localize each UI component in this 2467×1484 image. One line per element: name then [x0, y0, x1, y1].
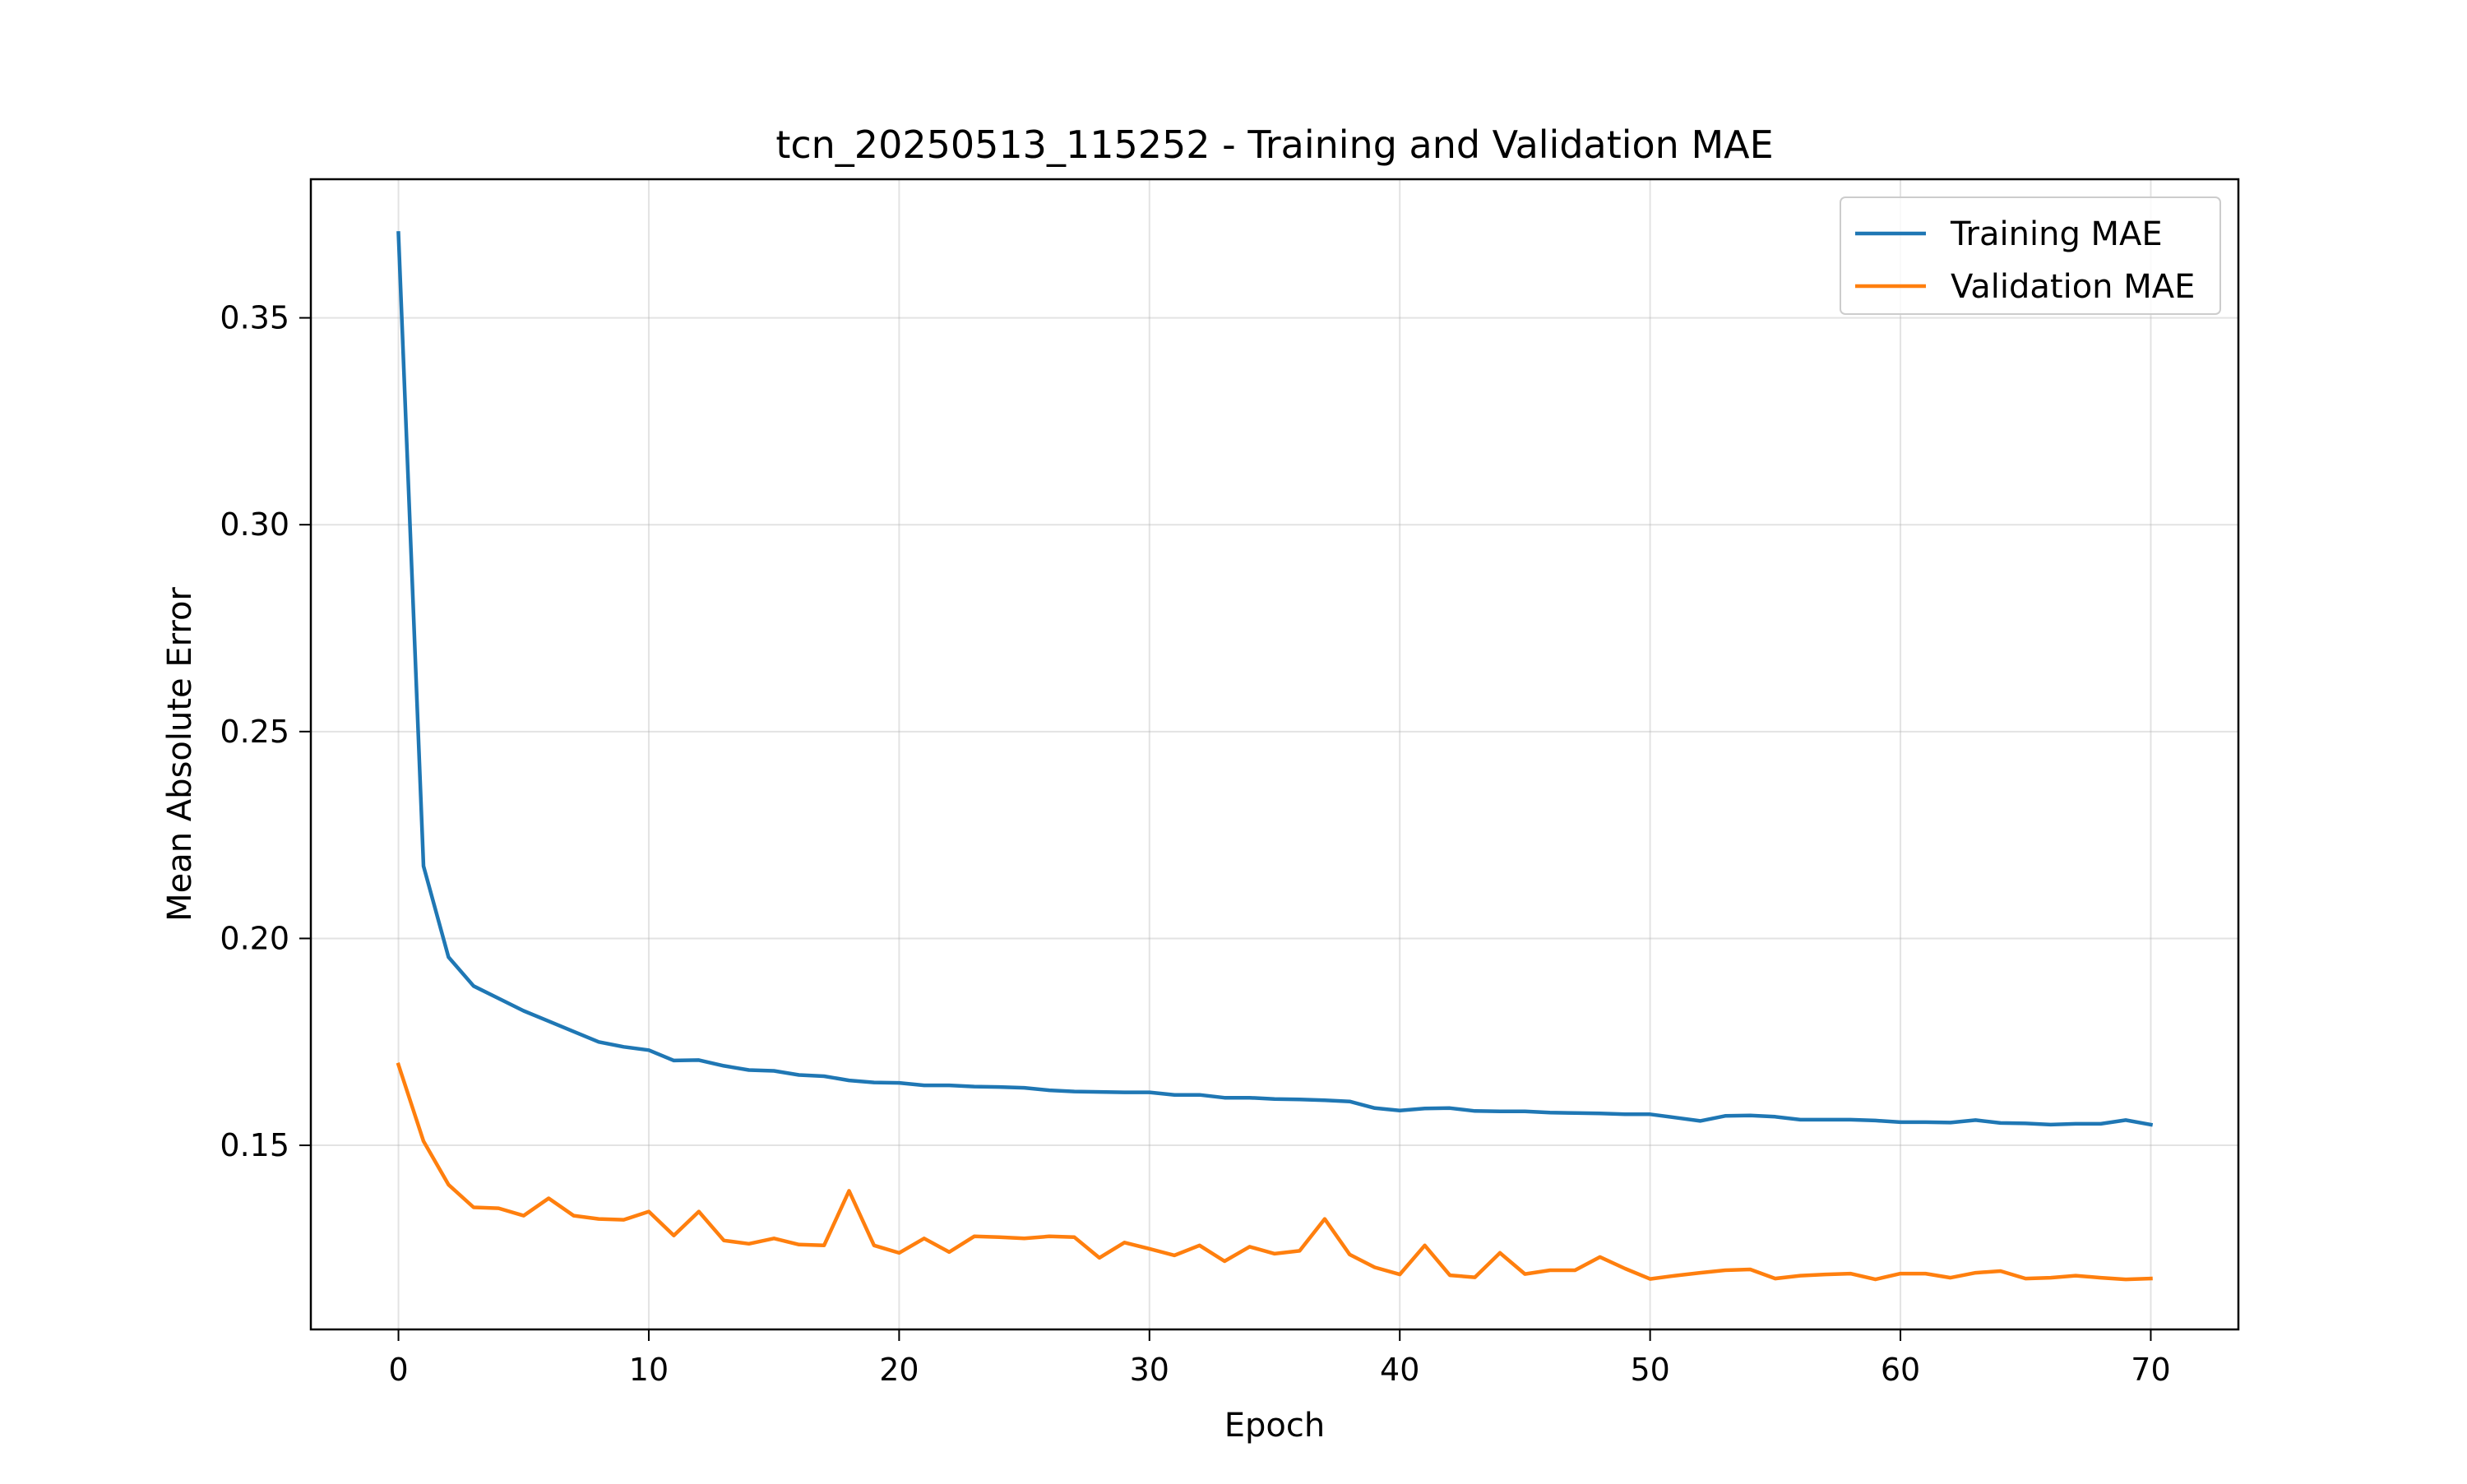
training-mae-line — [396, 231, 2154, 1127]
legend-box — [1840, 196, 2221, 315]
chart-title: tcn_20250513_115252 - Training and Valid… — [775, 123, 1773, 167]
y-tick-label: 0.35 — [220, 300, 289, 336]
x-tick-label: 0 — [388, 1352, 408, 1388]
plot-frame — [309, 178, 2240, 1331]
legend: Training MAE Validation MAE — [1840, 196, 2221, 315]
series-layer — [396, 231, 2154, 1282]
validation-mae-line — [396, 1062, 2153, 1282]
y-tick-label: 0.30 — [220, 506, 289, 543]
x-axis-ticks: 0 10 20 30 40 50 60 70 — [388, 1329, 2171, 1388]
x-tick-label: 70 — [2131, 1352, 2170, 1388]
y-tick-label: 0.20 — [220, 920, 289, 956]
x-axis-label: Epoch — [1224, 1407, 1325, 1445]
x-tick-label: 40 — [1380, 1352, 1419, 1388]
legend-label-training: Training MAE — [1950, 215, 2163, 253]
grid-layer — [311, 179, 2238, 1329]
x-tick-label: 60 — [1881, 1352, 1920, 1388]
x-tick-label: 50 — [1630, 1352, 1669, 1388]
y-tick-label: 0.25 — [220, 714, 289, 750]
x-tick-label: 30 — [1130, 1352, 1169, 1388]
y-axis-label: Mean Absolute Error — [161, 587, 199, 922]
x-tick-label: 20 — [879, 1352, 919, 1388]
y-axis-ticks: 0.15 0.20 0.25 0.30 0.35 — [220, 300, 311, 1163]
x-tick-label: 10 — [629, 1352, 669, 1388]
y-tick-label: 0.15 — [220, 1127, 289, 1163]
legend-label-validation: Validation MAE — [1951, 268, 2195, 306]
